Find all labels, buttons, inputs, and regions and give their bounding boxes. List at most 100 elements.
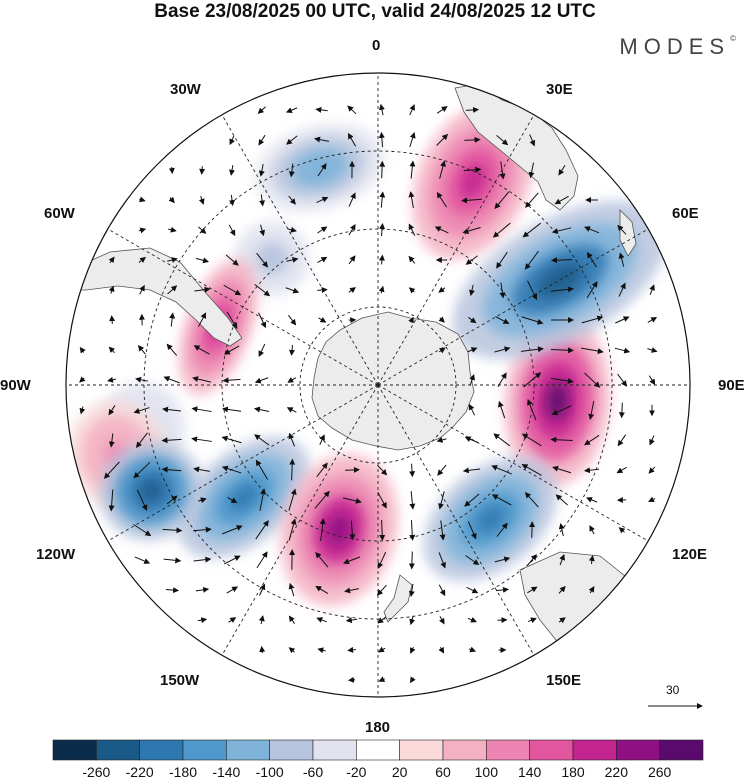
wind-vector	[79, 376, 86, 383]
wind-vector	[254, 283, 271, 297]
wind-vector	[492, 222, 511, 238]
wind-vector	[649, 435, 655, 446]
colorbar-swatch	[572, 739, 617, 761]
colorbar-swatch	[659, 739, 704, 761]
wind-vector	[465, 255, 478, 265]
wind-vector	[379, 222, 386, 237]
wind-vector	[255, 520, 269, 540]
wind-vector	[194, 286, 211, 293]
wind-vector	[165, 587, 180, 594]
wind-vector	[221, 465, 242, 474]
wind-vector	[377, 646, 386, 653]
anomaly-west-pacific-high	[326, 513, 353, 547]
colorbar-swatch	[96, 739, 140, 761]
wind-vector	[258, 615, 265, 625]
antarctica-land	[311, 311, 475, 451]
wind-vector	[551, 227, 572, 234]
wind-vector	[377, 616, 387, 624]
wind-vector	[499, 282, 506, 299]
meridian-line	[377, 228, 649, 386]
wind-vector	[558, 617, 566, 624]
lon-label-180: 180	[365, 719, 391, 736]
wind-vector	[586, 497, 598, 503]
wind-vector	[581, 315, 604, 324]
meridian-line	[221, 384, 379, 656]
wind-vector	[228, 617, 237, 623]
wind-vector	[315, 106, 328, 113]
wind-vector	[347, 676, 356, 683]
wind-vector	[193, 556, 212, 563]
wind-vector	[551, 377, 574, 384]
lon-label-90e: 90E	[718, 377, 745, 394]
wind-vector	[258, 164, 265, 177]
colorbar-tick-label: 260	[647, 764, 672, 780]
wind-vector	[314, 490, 330, 509]
wind-vector	[288, 195, 296, 205]
wind-vector	[229, 135, 235, 146]
wind-vector	[648, 496, 656, 503]
wind-vector	[317, 256, 328, 264]
wind-vector	[408, 316, 414, 324]
lon-label-0: 0	[372, 37, 381, 54]
wind-vector	[345, 466, 360, 473]
wind-vector	[409, 615, 416, 626]
wind-vector	[169, 312, 176, 327]
wind-vector	[138, 227, 147, 234]
lon-label-90w: 90W	[0, 377, 31, 394]
lon-label-150e: 150E	[546, 672, 582, 689]
wind-vector	[586, 252, 597, 268]
colorbar	[52, 739, 704, 761]
wind-vector	[167, 285, 178, 295]
wind-vector	[345, 617, 358, 624]
wind-vector	[286, 256, 299, 263]
wind-vector	[378, 254, 385, 265]
wind-vector	[379, 191, 386, 208]
brand-text: MODES	[619, 34, 731, 59]
wind-vector	[559, 554, 565, 566]
wind-vector	[588, 555, 595, 565]
wind-vector	[439, 160, 446, 179]
wind-vector	[550, 347, 574, 354]
wind-vector	[496, 251, 508, 269]
wind-vector	[349, 520, 356, 541]
wind-vector	[348, 287, 356, 294]
wind-vector	[589, 525, 595, 535]
wind-vector	[167, 257, 178, 263]
wind-vector	[377, 551, 387, 569]
wind-vector	[438, 584, 446, 597]
wind-vector	[463, 166, 482, 173]
wind-vector	[222, 377, 241, 384]
wind-vector	[103, 461, 120, 479]
colorbar-swatch	[52, 739, 97, 761]
wind-vector	[550, 436, 573, 443]
wind-vector	[408, 255, 416, 264]
colorbar-tick-label: 140	[517, 764, 542, 780]
wind-vector	[528, 162, 535, 179]
wind-vector	[285, 107, 298, 113]
wind-vector	[558, 585, 566, 594]
map-border	[65, 72, 691, 698]
wind-vector	[377, 465, 388, 476]
colorbar-swatch	[616, 739, 660, 761]
wind-vector	[348, 255, 356, 265]
wind-vector	[168, 226, 177, 233]
wind-vector	[344, 587, 359, 594]
wind-vector	[79, 406, 86, 415]
colorbar-tick-label: -20	[346, 764, 367, 780]
wind-vectors	[79, 103, 658, 684]
wind-vector	[223, 284, 242, 296]
wind-vector	[133, 461, 151, 479]
wind-vector	[529, 134, 536, 147]
wind-vector	[254, 434, 270, 446]
wind-vector	[527, 554, 537, 566]
wind-vector	[229, 194, 235, 207]
anomaly-tasman-low	[475, 505, 506, 533]
colorbar-tick-label: -180	[168, 764, 198, 780]
wind-vector	[256, 252, 269, 268]
wind-vector	[499, 161, 506, 180]
colorbar-swatch	[356, 739, 400, 761]
colorbar-swatch	[486, 739, 530, 761]
wind-vector	[79, 346, 86, 354]
wind-vector	[408, 287, 416, 294]
colorbar-swatch	[226, 739, 270, 761]
